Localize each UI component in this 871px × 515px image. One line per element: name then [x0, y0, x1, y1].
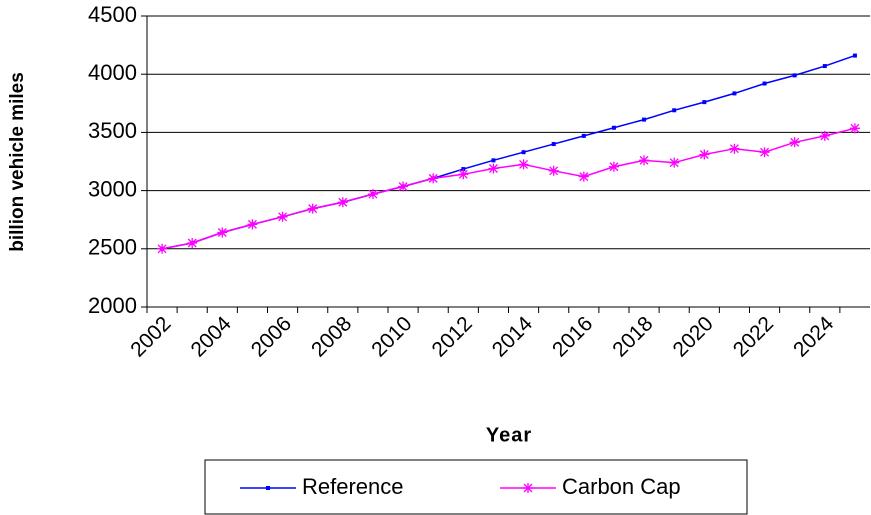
point	[277, 211, 288, 222]
x-tick-label: 2008	[307, 312, 356, 361]
x-tick-label: 2012	[427, 312, 476, 361]
x-tick-label: 2020	[668, 312, 717, 361]
point	[428, 173, 439, 184]
point	[849, 123, 860, 134]
point	[488, 163, 499, 174]
x-tick-label: 2010	[367, 312, 416, 361]
point	[852, 53, 857, 58]
legend-label: Carbon Cap	[562, 474, 681, 499]
x-tick-label: 2002	[126, 312, 175, 361]
y-tick-label: 2000	[88, 293, 137, 318]
point	[217, 227, 228, 238]
point	[548, 165, 559, 176]
x-tick-label: 2024	[789, 312, 839, 362]
point	[461, 167, 466, 172]
point	[759, 147, 770, 158]
x-tick-label: 2004	[186, 312, 236, 362]
x-axis-label: Year	[486, 424, 532, 446]
y-tick-label: 3500	[88, 118, 137, 143]
point	[762, 81, 767, 86]
point	[491, 158, 496, 163]
y-tick-label: 4000	[88, 60, 137, 85]
point	[732, 91, 737, 96]
x-tick-label: 2014	[488, 312, 538, 362]
point	[819, 130, 830, 141]
point	[458, 169, 469, 180]
y-tick-label: 2500	[88, 235, 137, 260]
point	[699, 149, 710, 160]
point	[611, 125, 616, 130]
legend-marker	[523, 483, 533, 493]
point	[307, 203, 318, 214]
point	[789, 137, 800, 148]
point	[518, 159, 529, 170]
point	[702, 100, 707, 105]
x-tick-label: 2022	[729, 312, 778, 361]
x-tick-label: 2018	[608, 312, 657, 361]
y-axis-label: billion vehicle miles	[7, 72, 28, 252]
point	[639, 155, 650, 166]
series-line	[161, 127, 856, 250]
point	[551, 142, 556, 147]
point	[521, 150, 526, 155]
point	[247, 219, 258, 230]
point	[669, 157, 680, 168]
legend-box	[204, 459, 748, 515]
x-tick-label: 2006	[247, 312, 296, 361]
point	[608, 161, 619, 172]
y-tick-label: 3000	[88, 176, 137, 201]
point	[337, 197, 348, 208]
point	[398, 181, 409, 192]
point	[729, 143, 740, 154]
point	[672, 108, 677, 113]
point	[157, 243, 168, 254]
y-tick-label: 4500	[88, 2, 137, 27]
point	[822, 64, 827, 69]
point	[581, 133, 586, 138]
point	[578, 171, 589, 182]
series-line	[161, 54, 856, 250]
legend-marker	[266, 486, 270, 490]
legend-label: Reference	[302, 474, 404, 499]
point	[642, 117, 647, 122]
point	[367, 189, 378, 200]
point	[792, 73, 797, 78]
point	[187, 237, 198, 248]
x-tick-label: 2016	[548, 312, 597, 361]
